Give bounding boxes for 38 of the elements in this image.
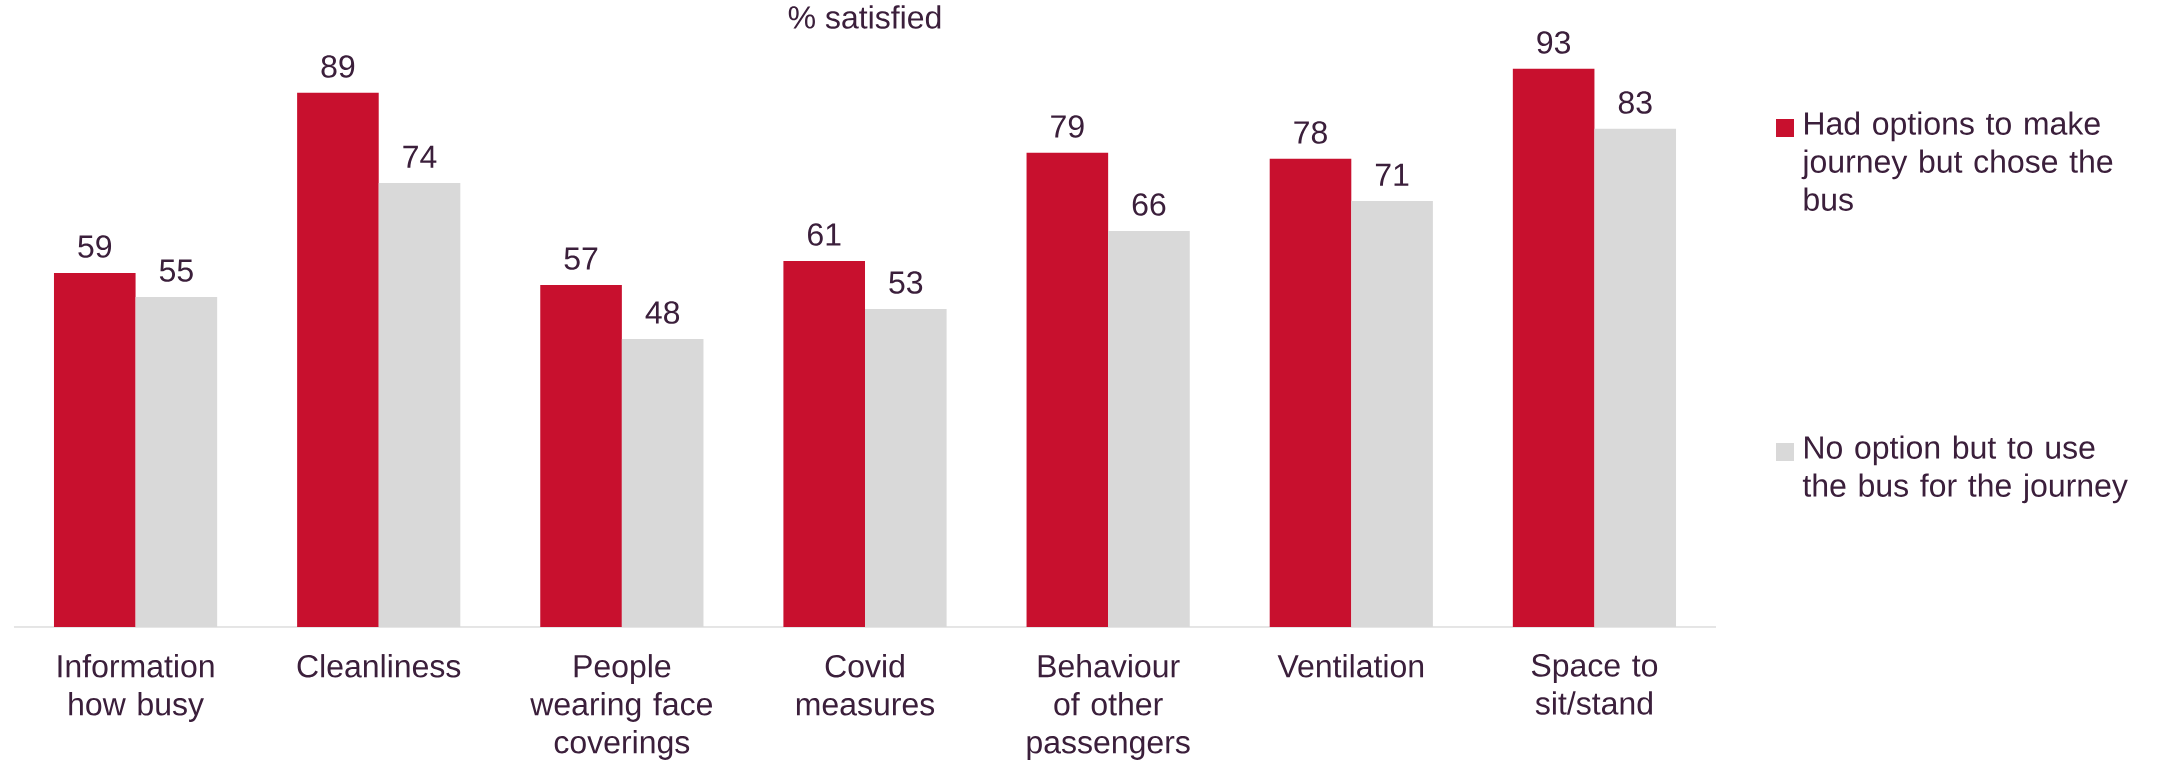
bar — [1108, 230, 1190, 627]
bar — [540, 284, 622, 627]
data-label: 66 — [1132, 193, 1166, 216]
bar — [1594, 128, 1677, 627]
x-tick-label: People wearing face coverings — [530, 654, 712, 760]
bar — [783, 260, 866, 627]
data-label: 71 — [1375, 163, 1409, 186]
data-label: 78 — [1294, 121, 1327, 144]
data-label: 48 — [645, 301, 680, 324]
bar — [297, 92, 379, 627]
x-tick-label: Ventilation — [1277, 654, 1424, 678]
legend-label: Had options to make journey but chose the bus — [1801, 111, 2113, 211]
bar — [1351, 200, 1433, 627]
bar — [1026, 152, 1109, 627]
data-label: 93 — [1537, 31, 1571, 54]
data-label: 53 — [889, 271, 923, 294]
data-label: 57 — [564, 247, 598, 270]
x-tick-label: Cleanliness — [297, 654, 461, 678]
data-label: 61 — [808, 223, 841, 246]
x-tick-label: Space to sit/stand — [1531, 654, 1658, 715]
data-label: 74 — [403, 145, 437, 168]
x-tick-label: Covid measures — [796, 654, 935, 716]
bar — [53, 272, 136, 627]
x-tick-label: Behaviour of other passengers — [1027, 654, 1190, 760]
chart-title: % satisfied — [788, 5, 941, 29]
data-label: 79 — [1051, 115, 1084, 138]
bar — [378, 182, 461, 627]
bar — [621, 338, 704, 627]
legend-label: No option but to use the bus for the journey — [1802, 435, 2128, 504]
bar — [1512, 68, 1595, 627]
x-tick-label: Information how busy — [58, 654, 214, 722]
bar — [1269, 158, 1352, 627]
bar — [135, 296, 218, 627]
data-label: 55 — [159, 259, 193, 282]
data-label: 59 — [78, 235, 112, 258]
data-label: 89 — [321, 55, 355, 78]
bar — [865, 308, 947, 627]
data-label: 83 — [1618, 91, 1652, 114]
